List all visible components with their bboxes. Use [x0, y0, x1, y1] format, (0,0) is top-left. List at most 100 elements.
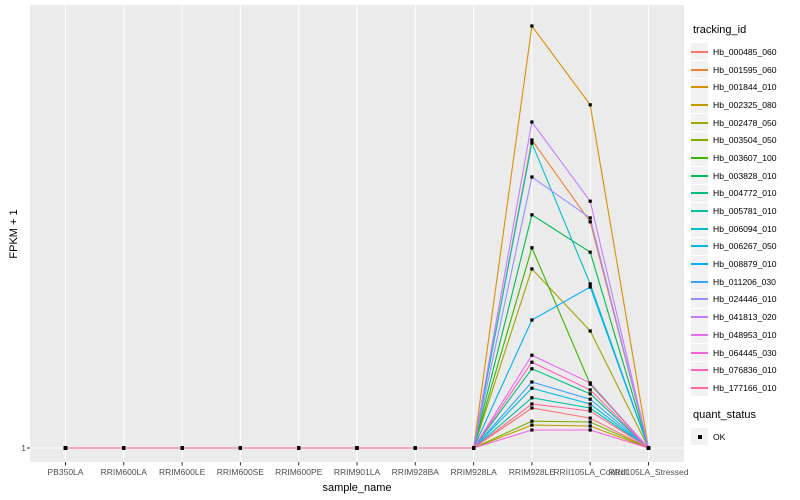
chart-canvas	[27, 5, 684, 466]
data-point	[588, 199, 592, 203]
data-point	[588, 397, 592, 401]
x-tick-label: RRII105LA_Control	[553, 467, 628, 477]
legend-item-Hb_008879_010: Hb_008879_010	[691, 255, 799, 273]
legend-items: Hb_000485_060 Hb_001595_060 Hb_001844_010 H…	[691, 43, 799, 397]
data-point	[530, 428, 534, 432]
data-point	[530, 419, 534, 423]
legend-key	[691, 96, 708, 114]
legend-item-label: Hb_064445_030	[713, 347, 777, 358]
data-point	[238, 446, 242, 450]
data-point	[588, 424, 592, 428]
line-swatch-icon	[691, 369, 708, 372]
legend-item-label: Hb_024446_010	[713, 294, 777, 305]
data-point	[180, 446, 184, 450]
data-point	[530, 360, 534, 364]
legend-item-Hb_005781_010: Hb_005781_010	[691, 202, 799, 220]
legend-item-Hb_001844_010: Hb_001844_010	[691, 78, 799, 96]
line-swatch-icon	[691, 245, 708, 248]
legend-key	[691, 237, 708, 255]
data-point	[530, 396, 534, 400]
line-swatch-icon	[691, 174, 708, 177]
legend-item-Hb_001595_060: Hb_001595_060	[691, 61, 799, 79]
legend-item-label: OK	[713, 431, 726, 442]
x-tick-label: RRIM928BA	[391, 467, 439, 477]
legend-item-label: Hb_076836_010	[713, 365, 777, 376]
data-point	[530, 175, 534, 179]
legend-key	[691, 308, 708, 326]
legend-item-label: Hb_003504_050	[713, 135, 777, 146]
legend-item-Hb_002478_050: Hb_002478_050	[691, 114, 799, 132]
line-swatch-icon	[691, 227, 708, 230]
data-point	[63, 446, 68, 450]
data-point	[530, 353, 534, 357]
legend-key	[691, 255, 708, 273]
line-swatch-icon	[691, 68, 708, 71]
legend-key	[691, 61, 708, 79]
x-tick-label: RRIM600LA	[100, 467, 147, 477]
quant-ok-key	[691, 428, 708, 446]
legend-item-Hb_006267_050: Hb_006267_050	[691, 237, 799, 256]
legend-key	[691, 78, 708, 96]
legend: tracking_id Hb_000485_060 Hb_001595_060 Hb…	[691, 24, 799, 446]
legend-key	[691, 149, 708, 167]
legend-item-Hb_003828_010: Hb_003828_010	[691, 167, 799, 185]
line-swatch-icon	[691, 280, 708, 283]
legend-key	[691, 43, 708, 61]
data-point	[530, 141, 534, 145]
legend-key	[691, 379, 708, 397]
legend-item-Hb_041813_020: Hb_041813_020	[691, 308, 799, 326]
line-swatch-icon	[691, 139, 708, 142]
legend-item-Hb_076836_010: Hb_076836_010	[691, 361, 799, 379]
legend-item-label: Hb_008879_010	[713, 259, 777, 270]
data-point	[472, 446, 476, 450]
legend-key	[691, 202, 708, 220]
data-point	[646, 446, 651, 450]
data-point	[530, 380, 534, 384]
legend-item-label: Hb_003607_100	[713, 152, 777, 163]
data-point	[588, 216, 592, 220]
legend-item-label: Hb_177166_010	[713, 382, 777, 393]
legend-item-Hb_004772_010: Hb_004772_010	[691, 184, 799, 203]
data-point	[588, 388, 592, 392]
legend-item-Hb_048953_010: Hb_048953_010	[691, 326, 799, 344]
data-point	[588, 282, 592, 286]
legend-item-Hb_003607_100: Hb_003607_100	[691, 149, 799, 167]
x-tick-label: RRIM928LE	[508, 467, 556, 477]
data-point	[530, 213, 534, 217]
legend-item-label: Hb_001595_060	[713, 64, 777, 75]
data-point	[588, 103, 592, 107]
line-swatch-icon	[691, 86, 708, 89]
data-point	[530, 367, 534, 371]
legend-key	[691, 184, 708, 202]
legend-key	[691, 220, 708, 238]
legend-key	[691, 361, 708, 379]
data-point	[588, 392, 592, 396]
legend-title-quant-status: quant_status	[693, 408, 756, 421]
line-swatch-icon	[691, 50, 708, 53]
x-tick-label: RRIM600LE	[158, 467, 206, 477]
legend-key	[691, 326, 708, 344]
legend-key	[691, 114, 708, 132]
legend-item-Hb_064445_030: Hb_064445_030	[691, 344, 799, 362]
x-tick-label: RRIM928LA	[450, 467, 497, 477]
data-point	[588, 402, 592, 406]
legend-item-label: Hb_006267_050	[713, 241, 777, 252]
legend-item-label: Hb_004772_010	[713, 188, 777, 199]
legend-item-label: Hb_041813_020	[713, 312, 777, 323]
square-point-icon	[697, 434, 702, 439]
x-tick-label: RRIM600PE	[275, 467, 323, 477]
data-point	[530, 402, 534, 406]
plot-panel	[27, 5, 684, 466]
y-tick-label: 1	[21, 443, 26, 453]
line-swatch-icon	[691, 316, 708, 319]
data-point	[588, 250, 592, 254]
data-point	[530, 386, 534, 390]
data-point	[413, 446, 417, 450]
data-point	[530, 267, 534, 271]
line-swatch-icon	[691, 333, 708, 336]
data-point	[530, 246, 534, 250]
data-point	[530, 24, 534, 28]
data-point	[588, 416, 592, 420]
data-point	[588, 329, 592, 333]
legend-item-label: Hb_001844_010	[713, 82, 777, 93]
